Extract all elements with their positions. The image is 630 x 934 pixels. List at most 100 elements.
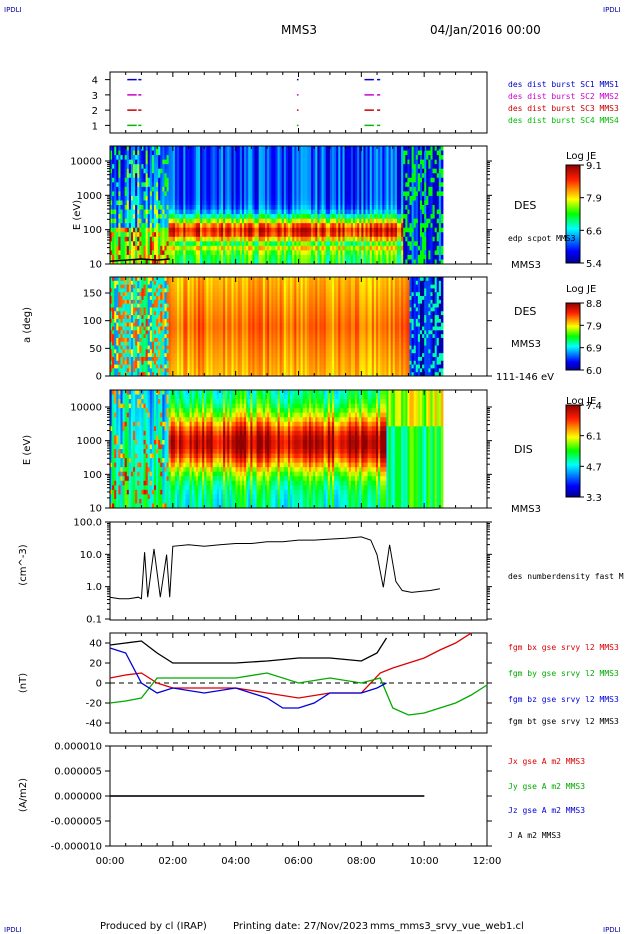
des-energy-cell — [321, 195, 325, 201]
des-energy-cell — [436, 182, 440, 188]
des-energy-cell — [363, 146, 366, 151]
des-energy-cell — [185, 214, 188, 220]
des-pitch-cell — [133, 334, 136, 339]
des-energy-cell — [346, 236, 350, 242]
des-energy-cell — [290, 164, 293, 170]
des-energy-cell — [315, 155, 318, 161]
des-energy-cell — [382, 223, 385, 229]
des-pitch-cell — [128, 296, 132, 301]
des-energy-cell — [317, 177, 320, 183]
des-energy-cell — [346, 173, 350, 179]
des-energy-cell — [271, 195, 274, 201]
des-energy-cell — [174, 245, 178, 251]
des-energy-cell — [197, 200, 201, 206]
des-energy-cell — [137, 146, 140, 151]
des-energy-cell — [191, 223, 195, 229]
des-energy-cell — [229, 159, 232, 165]
availability-y-tick-label: 2 — [92, 106, 98, 117]
des-energy-cell — [256, 209, 260, 215]
des-energy-cell — [384, 191, 387, 197]
des-pitch-cell — [145, 356, 149, 362]
des-energy-cell — [277, 173, 281, 179]
des-energy-cell — [166, 232, 170, 238]
des-energy-cell — [371, 159, 375, 165]
des-energy-cell — [306, 245, 310, 251]
des-energy-cell — [200, 173, 203, 179]
des-energy-cell — [147, 218, 151, 224]
des-energy-cell — [231, 159, 234, 165]
des-energy-cell — [386, 177, 389, 183]
des-energy-cell — [258, 191, 262, 197]
des-energy-cell — [373, 205, 377, 210]
des-energy-cell — [179, 155, 182, 161]
des-energy-cell — [273, 195, 276, 201]
des-energy-cell — [359, 173, 362, 179]
des-energy-cell — [401, 168, 404, 174]
des-energy-cell — [311, 241, 314, 247]
des-energy-cell — [355, 159, 358, 165]
des-pitch-cell — [114, 345, 117, 350]
des-energy-cell — [386, 250, 389, 256]
des-energy-cell — [147, 195, 151, 201]
des-energy-cell — [267, 232, 270, 238]
des-energy-cell — [187, 182, 190, 188]
des-energy-cell — [399, 146, 402, 151]
des-energy-cell — [436, 209, 440, 215]
des-energy-cell — [273, 164, 276, 170]
des-energy-cell — [390, 164, 394, 170]
des-pitch-cell — [149, 322, 153, 327]
des-energy-cell — [369, 150, 373, 156]
des-energy-cell — [338, 254, 341, 260]
des-energy-cell — [424, 236, 427, 242]
des-energy-cell — [352, 173, 356, 179]
des-energy-cell — [313, 177, 316, 183]
des-energy-cell — [308, 232, 312, 238]
des-energy-cell — [438, 200, 442, 206]
des-energy-cell — [141, 191, 144, 197]
des-energy-cell — [145, 236, 149, 242]
des-energy-cell — [271, 146, 274, 151]
des-pitch-cell — [120, 315, 123, 320]
des-energy-cell — [153, 195, 157, 201]
des-pitch-cell — [130, 364, 134, 369]
des-energy-cell — [202, 227, 205, 233]
des-energy-cell — [390, 155, 394, 161]
des-energy-cell — [177, 168, 180, 174]
des-energy-cell — [185, 227, 188, 233]
des-energy-cell — [225, 232, 228, 238]
des-energy-cell — [210, 177, 214, 183]
plot-date: 04/Jan/2016 00:00 — [430, 23, 541, 37]
des-energy-cell — [244, 150, 247, 156]
des-pitch-cell — [141, 315, 144, 320]
des-energy-cell — [394, 223, 398, 229]
des-energy-cell — [137, 186, 140, 192]
des-energy-cell — [143, 155, 146, 161]
des-energy-cell — [139, 155, 142, 161]
des-energy-cell — [294, 168, 297, 174]
des-energy-cell — [306, 259, 310, 265]
des-energy-cell — [162, 159, 165, 165]
des-energy-cell — [355, 191, 358, 197]
des-energy-cell — [162, 164, 165, 170]
des-energy-cell — [221, 227, 224, 233]
des-energy-cell — [290, 254, 293, 260]
des-energy-cell — [375, 155, 379, 161]
des-energy-cell — [279, 195, 283, 201]
des-energy-cell — [267, 241, 270, 247]
des-energy-cell — [384, 150, 387, 156]
des-pitch-cell — [145, 349, 149, 354]
des-energy-cell — [344, 164, 348, 170]
des-energy-cell — [143, 177, 146, 183]
des-energy-cell — [122, 195, 126, 201]
des-energy-cell — [221, 195, 224, 201]
des-energy-cell — [239, 214, 243, 220]
des-energy-cell — [323, 159, 327, 165]
des-energy-cell — [208, 236, 211, 242]
des-pitch-cell — [162, 277, 165, 282]
des-pitch-cell — [135, 296, 138, 301]
des-energy-cell — [156, 250, 159, 256]
des-energy-cell — [223, 168, 226, 174]
des-energy-cell — [256, 155, 260, 161]
des-energy-cell — [231, 195, 234, 201]
des-energy-cell — [411, 236, 415, 242]
